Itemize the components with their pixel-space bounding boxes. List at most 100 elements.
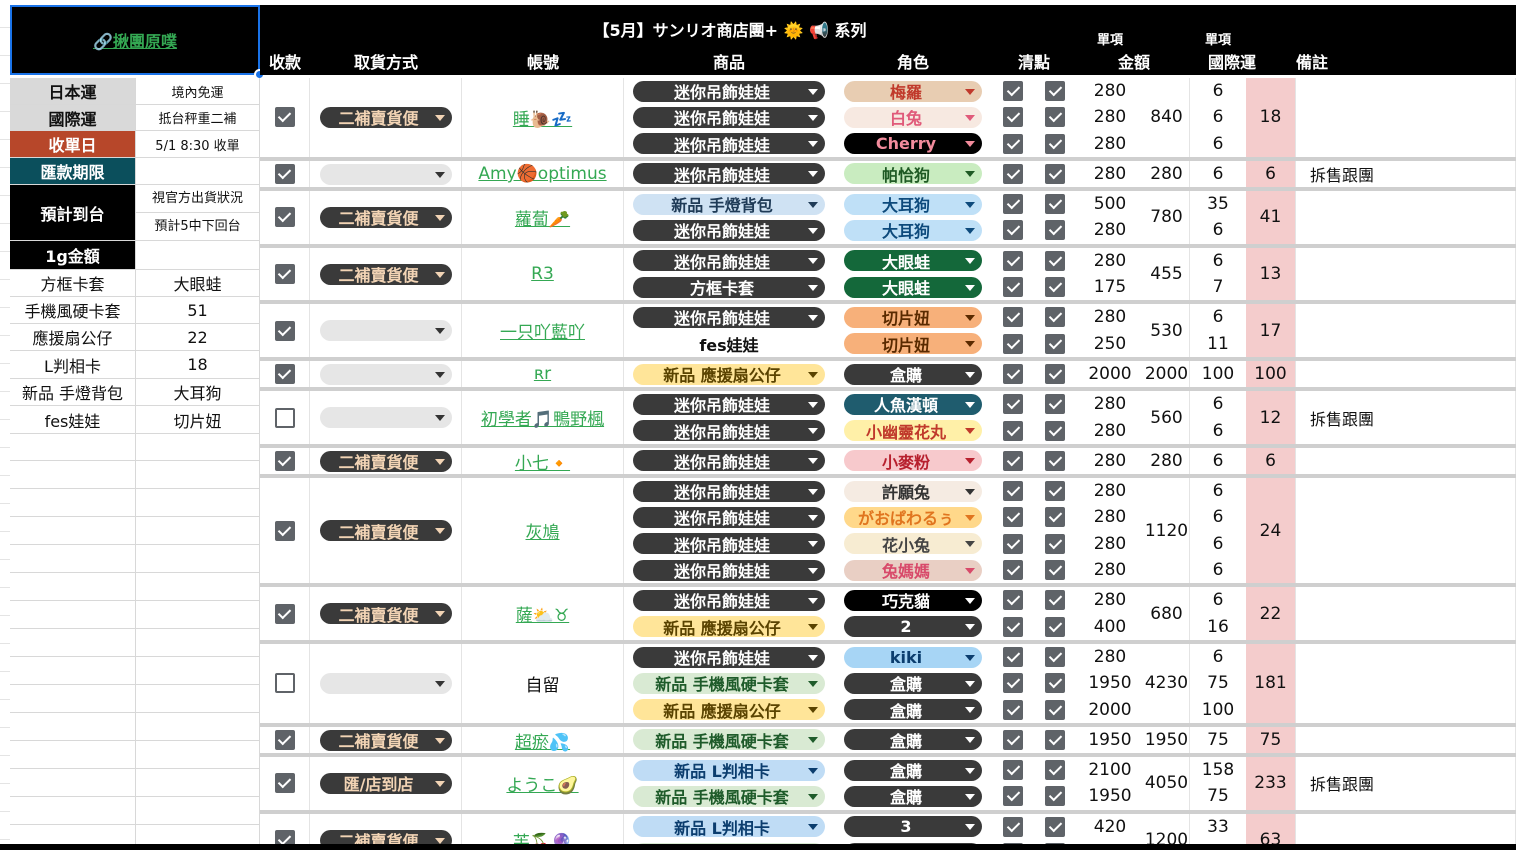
product-dropdown[interactable]: 新品 L判相卡 [633,816,825,838]
check-1-checkbox[interactable] [1003,107,1023,128]
check-1-checkbox[interactable] [1003,307,1023,328]
check-2-checkbox[interactable] [1045,760,1065,781]
account-link[interactable]: 灰鳩 [525,523,560,544]
character-dropdown[interactable]: 小幽靈花丸 [844,420,982,442]
check-1-checkbox[interactable] [1003,616,1023,637]
product-dropdown[interactable]: 方框卡套 [633,276,825,298]
character-dropdown[interactable]: 大耳狗 [844,193,982,215]
character-dropdown[interactable]: 巧克貓 [844,589,982,611]
product-dropdown[interactable]: 迷你吊飾娃娃 [633,163,825,185]
check-2-checkbox[interactable] [1045,590,1065,611]
character-dropdown[interactable]: 小麥粉 [844,450,982,472]
check-2-checkbox[interactable] [1045,107,1065,128]
character-dropdown[interactable]: 白兔 [844,106,982,128]
character-dropdown[interactable]: 大耳狗 [844,219,982,241]
pickup-dropdown[interactable]: 匯/店到店 [319,772,452,794]
product-dropdown[interactable]: 新品 L判相卡 [633,759,825,781]
check-1-checkbox[interactable] [1003,786,1023,807]
product-dropdown[interactable]: 新品 手燈背包 [633,193,825,215]
check-1-checkbox[interactable] [1003,533,1023,554]
account-link[interactable]: ʀr [533,364,552,385]
check-2-checkbox[interactable] [1045,616,1065,637]
check-2-checkbox[interactable] [1045,307,1065,328]
check-2-checkbox[interactable] [1045,560,1065,581]
pickup-dropdown[interactable] [319,407,452,429]
character-dropdown[interactable]: 盒購 [844,672,982,694]
paid-checkbox[interactable] [274,207,295,228]
check-2-checkbox[interactable] [1045,673,1065,694]
character-dropdown[interactable]: kiki [844,646,982,668]
check-2-checkbox[interactable] [1045,699,1065,720]
check-1-checkbox[interactable] [1003,420,1023,441]
check-2-checkbox[interactable] [1045,194,1065,215]
check-2-checkbox[interactable] [1045,507,1065,528]
paid-checkbox[interactable] [274,407,295,428]
account-link[interactable]: ようこ🥑 [506,775,579,796]
paid-checkbox[interactable] [274,520,295,541]
check-1-checkbox[interactable] [1003,816,1023,837]
check-1-checkbox[interactable] [1003,560,1023,581]
product-dropdown[interactable]: 迷你吊飾娃娃 [633,480,825,502]
pickup-dropdown[interactable]: 二補賣貨便 [319,603,452,625]
check-2-checkbox[interactable] [1045,333,1065,354]
character-dropdown[interactable]: 大眼蛙 [844,250,982,272]
product-dropdown[interactable]: 迷你吊飾娃娃 [633,646,825,668]
paid-checkbox[interactable] [274,107,295,128]
check-2-checkbox[interactable] [1045,250,1065,271]
paid-checkbox[interactable] [274,773,295,794]
check-1-checkbox[interactable] [1003,81,1023,101]
check-2-checkbox[interactable] [1045,533,1065,554]
check-1-checkbox[interactable] [1003,364,1023,384]
check-2-checkbox[interactable] [1045,450,1065,471]
product-dropdown[interactable]: 迷你吊飾娃娃 [633,506,825,528]
character-dropdown[interactable]: 梅羅 [844,80,982,102]
product-dropdown[interactable]: 新品 應援扇公仔 [633,699,825,721]
account-link[interactable]: 小七🔸 [514,453,571,474]
character-dropdown[interactable]: 切片妞 [844,306,982,328]
original-post-link-cell[interactable]: 🔗揪團原噗 [10,5,260,75]
pickup-dropdown[interactable] [319,320,452,342]
check-2-checkbox[interactable] [1045,163,1065,184]
account-link[interactable]: Amy🏀optimus [478,164,607,185]
product-dropdown[interactable]: 迷你吊飾娃娃 [633,420,825,442]
character-dropdown[interactable]: 盒購 [844,729,982,751]
character-dropdown[interactable]: 盒購 [844,699,982,721]
paid-checkbox[interactable] [274,451,295,472]
product-dropdown[interactable]: 迷你吊飾娃娃 [633,106,825,128]
check-2-checkbox[interactable] [1045,647,1065,667]
product-dropdown[interactable]: 迷你吊飾娃娃 [633,250,825,272]
check-1-checkbox[interactable] [1003,450,1023,471]
pickup-dropdown[interactable]: 二補賣貨便 [319,520,452,542]
check-2-checkbox[interactable] [1045,220,1065,241]
character-dropdown[interactable]: がおぱわるぅ [844,506,982,528]
check-1-checkbox[interactable] [1003,333,1023,354]
account-link[interactable]: 一只吖藍吖 [500,323,585,344]
product-dropdown[interactable]: 迷你吊飾娃娃 [633,133,825,155]
check-2-checkbox[interactable] [1045,133,1065,154]
product-dropdown[interactable]: 迷你吊飾娃娃 [633,219,825,241]
check-1-checkbox[interactable] [1003,220,1023,241]
check-1-checkbox[interactable] [1003,194,1023,215]
pickup-dropdown[interactable] [319,363,452,385]
product-dropdown[interactable]: 迷你吊飾娃娃 [633,589,825,611]
account-link[interactable]: 初學者🎵鴨野楓 [480,410,605,431]
original-post-link[interactable]: 🔗揪團原噗 [93,32,177,51]
product-dropdown[interactable]: fes娃娃 [699,335,759,355]
pickup-dropdown[interactable]: 二補賣貨便 [319,206,452,228]
character-dropdown[interactable]: 盒購 [844,363,982,385]
product-dropdown[interactable]: 新品 應援扇公仔 [633,616,825,638]
character-dropdown[interactable]: 花小兔 [844,533,982,555]
check-2-checkbox[interactable] [1045,816,1065,837]
check-1-checkbox[interactable] [1003,647,1023,667]
check-2-checkbox[interactable] [1045,786,1065,807]
pickup-dropdown[interactable]: 二補賣貨便 [319,106,452,128]
character-dropdown[interactable]: 兔媽媽 [844,559,982,581]
check-2-checkbox[interactable] [1045,81,1065,101]
check-1-checkbox[interactable] [1003,250,1023,271]
account-link[interactable]: R3 [531,264,554,285]
paid-checkbox[interactable] [274,364,295,385]
account-link[interactable]: 薩⛅♉ [515,606,570,627]
product-dropdown[interactable]: 迷你吊飾娃娃 [633,450,825,472]
product-dropdown[interactable]: 迷你吊飾娃娃 [633,306,825,328]
check-1-checkbox[interactable] [1003,729,1023,750]
